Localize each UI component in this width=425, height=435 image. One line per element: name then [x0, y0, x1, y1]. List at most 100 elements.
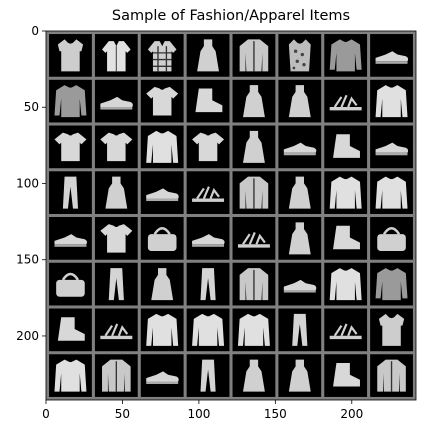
- cell-background: [94, 308, 138, 352]
- grid-cell: [370, 79, 413, 123]
- grid-cell: [94, 34, 138, 77]
- grid-cell: [140, 125, 184, 169]
- grid-cell: [140, 217, 184, 260]
- image-plot-area: [46, 31, 416, 400]
- grid-cell: [232, 308, 276, 352]
- grid-cell: [186, 171, 230, 214]
- grid-cell: [49, 262, 92, 306]
- coat-icon: [238, 175, 269, 210]
- pullover-icon: [54, 359, 87, 392]
- sweater-icon: [54, 85, 87, 118]
- grid-cell: [94, 125, 138, 169]
- grid-cell: [94, 171, 138, 214]
- grid-cell: [370, 217, 413, 260]
- grid-cell: [232, 125, 276, 169]
- coat-icon: [238, 38, 269, 73]
- grid-cell: [232, 217, 276, 260]
- pullover-icon: [375, 85, 408, 118]
- grid-cell: [49, 217, 92, 260]
- pullover-icon: [329, 268, 362, 301]
- x-tick-label: 0: [42, 407, 50, 421]
- grid-cell: [278, 79, 322, 123]
- grid-cell: [370, 354, 413, 397]
- cell-background: [186, 171, 230, 214]
- grid-cell: [324, 308, 368, 352]
- grid-cell: [140, 354, 184, 397]
- figure-title: Sample of Fashion/Apparel Items: [111, 8, 351, 24]
- axes-frame: [45, 30, 417, 401]
- grid-cell: [324, 354, 368, 397]
- grid-cell: [186, 308, 230, 352]
- coat-icon: [376, 358, 407, 393]
- coat-icon: [101, 358, 132, 393]
- grid-cell: [140, 171, 184, 214]
- grid-cell: [140, 79, 184, 123]
- grid-cell: [49, 308, 92, 352]
- grid-cell: [49, 34, 92, 77]
- cell-background: [324, 79, 368, 123]
- y-tick-label: 100: [16, 176, 39, 190]
- grid-cell: [49, 171, 92, 214]
- grid-cell: [232, 79, 276, 123]
- pullover-icon: [146, 313, 179, 346]
- pullover-icon: [146, 130, 179, 163]
- grid-cell: [186, 125, 230, 169]
- grid-cell: [186, 79, 230, 123]
- x-axis: 0 50 100 150 200: [42, 400, 363, 421]
- y-axis: 0 50 100 150 200: [16, 24, 46, 343]
- sweater-icon: [375, 268, 408, 301]
- grid-cell: [370, 125, 413, 169]
- grid-cell: [49, 125, 92, 169]
- grid-cell: [278, 34, 322, 77]
- y-tick-label: 0: [31, 24, 39, 38]
- grid-cell: [94, 308, 138, 352]
- grid-cell: [232, 171, 276, 214]
- grid-cell: [49, 79, 92, 123]
- x-tick-label: 150: [264, 407, 287, 421]
- grid-cell: [140, 262, 184, 306]
- y-tick-label: 50: [24, 100, 39, 114]
- grid-cell: [186, 34, 230, 77]
- top-icon: [378, 313, 405, 346]
- cell-background: [232, 217, 276, 260]
- grid-cell: [324, 217, 368, 260]
- grid-cell: [140, 34, 184, 77]
- grid-cell: [370, 34, 413, 77]
- grid-cell: [94, 262, 138, 306]
- x-tick-label: 50: [115, 407, 130, 421]
- grid-cell: [324, 125, 368, 169]
- grid-cell: [370, 262, 413, 306]
- y-tick-label: 200: [16, 329, 39, 343]
- grid-cell: [278, 308, 322, 352]
- grid-cell: [94, 79, 138, 123]
- grid-cell: [232, 34, 276, 77]
- grid-cell: [278, 171, 322, 214]
- sweater-icon: [329, 39, 362, 72]
- grid-cell: [94, 217, 138, 260]
- coat-icon: [238, 267, 269, 301]
- x-tick-label: 200: [340, 407, 363, 421]
- grid-cell: [370, 308, 413, 352]
- top-icon: [57, 39, 84, 72]
- grid-cell: [232, 354, 276, 397]
- grid-cell: [140, 308, 184, 352]
- pullover-icon: [237, 313, 270, 346]
- grid-cell: [49, 354, 92, 397]
- grid-cell: [324, 171, 368, 214]
- grid-cell: [186, 354, 230, 397]
- grid-cell: [186, 217, 230, 260]
- y-tick-label: 150: [16, 253, 39, 267]
- grid-cell: [278, 125, 322, 169]
- grid-cell: [370, 171, 413, 214]
- grid-cell: [278, 262, 322, 306]
- grid-cell: [232, 262, 276, 306]
- grid-cell: [324, 79, 368, 123]
- patterned-top-icon: [288, 39, 311, 72]
- grid-cell: [324, 34, 368, 77]
- grid-cell: [278, 217, 322, 260]
- x-tick-label: 100: [187, 407, 210, 421]
- grid-cell: [94, 354, 138, 397]
- cell-background: [324, 308, 368, 352]
- pullover-icon: [192, 313, 225, 346]
